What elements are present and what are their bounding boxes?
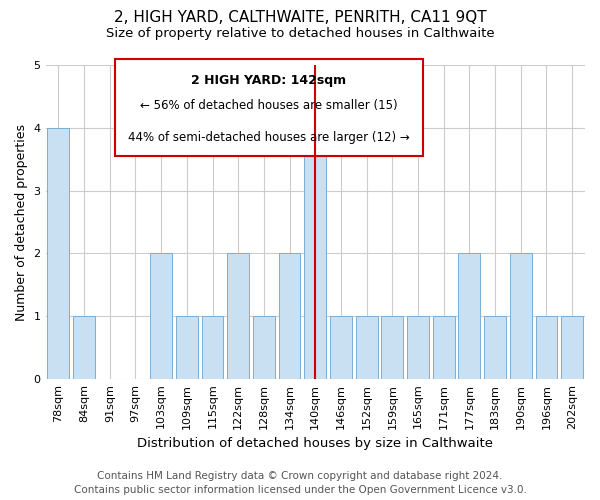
Bar [278,254,301,379]
Bar [176,316,198,379]
Bar [47,128,70,379]
Bar [253,316,275,379]
Text: 2, HIGH YARD, CALTHWAITE, PENRITH, CA11 9QT: 2, HIGH YARD, CALTHWAITE, PENRITH, CA11 … [113,10,487,25]
Bar [407,316,429,379]
Bar [356,316,377,379]
Bar [150,254,172,379]
Bar [536,316,557,379]
X-axis label: Distribution of detached houses by size in Calthwaite: Distribution of detached houses by size … [137,437,493,450]
Bar [484,316,506,379]
Bar [330,316,352,379]
Text: 44% of semi-detached houses are larger (12) →: 44% of semi-detached houses are larger (… [128,131,410,144]
Bar [433,316,455,379]
Text: Size of property relative to detached houses in Calthwaite: Size of property relative to detached ho… [106,28,494,40]
Bar [510,254,532,379]
Bar [561,316,583,379]
Bar [458,254,481,379]
FancyBboxPatch shape [115,59,423,156]
Y-axis label: Number of detached properties: Number of detached properties [15,124,28,320]
Bar [73,316,95,379]
Bar [304,128,326,379]
Bar [382,316,403,379]
Bar [227,254,249,379]
Bar [202,316,223,379]
Text: ← 56% of detached houses are smaller (15): ← 56% of detached houses are smaller (15… [140,100,398,112]
Text: Contains HM Land Registry data © Crown copyright and database right 2024.
Contai: Contains HM Land Registry data © Crown c… [74,471,526,495]
Text: 2 HIGH YARD: 142sqm: 2 HIGH YARD: 142sqm [191,74,347,87]
